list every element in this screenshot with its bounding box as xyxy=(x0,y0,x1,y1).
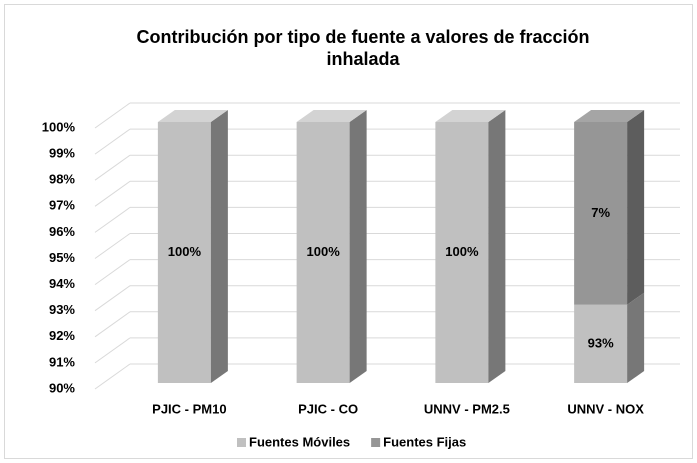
bar xyxy=(435,122,489,383)
bar xyxy=(574,304,628,383)
bar xyxy=(157,122,211,383)
y-tick-label: 94% xyxy=(49,276,75,291)
bar-top xyxy=(157,110,228,122)
bar-side xyxy=(627,292,645,383)
grid-line-depth xyxy=(94,285,131,312)
chart-title-text: Contribución por tipo de fuente a valore… xyxy=(136,27,589,47)
data-label: 7% xyxy=(591,205,610,220)
bar-top xyxy=(296,110,367,122)
data-label: 100% xyxy=(168,244,202,259)
bar-side xyxy=(627,110,645,305)
grid-line-depth xyxy=(94,206,131,233)
legend-label: Fuentes Móviles xyxy=(249,434,350,449)
y-tick-label: 98% xyxy=(49,172,75,187)
bar-side xyxy=(210,110,228,383)
y-tick-label: 91% xyxy=(49,354,75,369)
legend-swatch xyxy=(237,438,246,447)
data-label: 93% xyxy=(588,335,614,350)
y-tick-label: 96% xyxy=(49,224,75,239)
legend-swatch xyxy=(371,438,381,447)
grid-line-depth xyxy=(94,311,131,338)
x-tick-label: PJIC - PM10 xyxy=(152,401,226,416)
chart-title-text-cont: inhalada xyxy=(326,49,400,69)
y-tick-label: 97% xyxy=(49,198,75,213)
y-tick-label: 100% xyxy=(42,119,76,134)
chart-title: Contribución por tipo de fuente a valore… xyxy=(136,27,589,69)
grid-line-depth xyxy=(94,337,131,364)
y-tick-label: 99% xyxy=(49,146,75,161)
y-tick-label: 90% xyxy=(49,380,75,395)
y-tick-label: 92% xyxy=(49,328,75,343)
bar xyxy=(574,122,628,305)
y-tick-label: 93% xyxy=(49,302,75,317)
grid-line-depth xyxy=(94,363,131,390)
grid-line-depth xyxy=(94,102,131,129)
bar-top xyxy=(574,110,645,122)
y-tick-label: 95% xyxy=(49,250,75,265)
x-tick-label: UNNV - PM2.5 xyxy=(424,401,510,416)
grid-line-depth xyxy=(94,180,131,207)
data-label: 100% xyxy=(307,244,341,259)
data-label: 100% xyxy=(445,244,479,259)
bar-side xyxy=(349,110,367,383)
grid-line-depth xyxy=(94,128,131,155)
grid-line-depth xyxy=(94,259,131,286)
grid-line-depth xyxy=(94,233,131,259)
x-tick-label: PJIC - CO xyxy=(298,401,358,416)
x-tick-label: UNNV - NOX xyxy=(567,401,644,416)
bar xyxy=(296,122,350,383)
bar-top xyxy=(435,110,506,122)
legend-label: Fuentes Fijas xyxy=(383,434,466,449)
bar-side xyxy=(488,110,506,383)
grid-line-depth xyxy=(94,154,131,181)
